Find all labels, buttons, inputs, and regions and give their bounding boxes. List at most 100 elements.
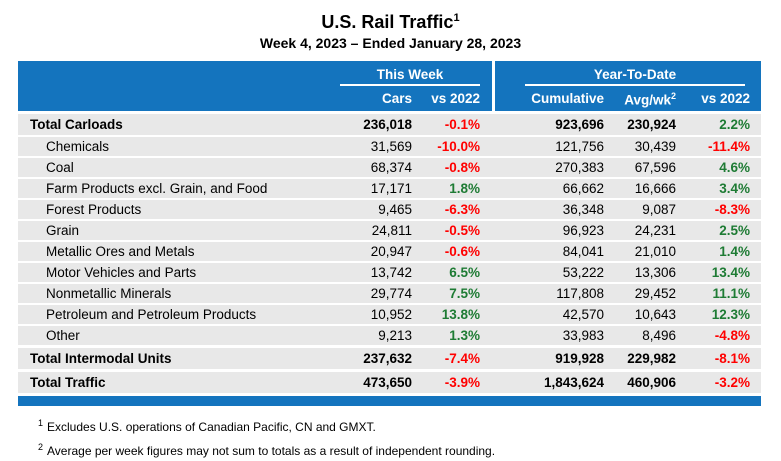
table-body: Total Carloads 236,018 -0.1% 923,696 230,924… <box>18 114 761 393</box>
avg-per-week-value: 29,452 <box>634 286 676 301</box>
column-header-ytd-vs-2022: vs 2022 <box>701 91 750 106</box>
cumulative-value: 919,928 <box>555 351 604 366</box>
cars-value: 24,811 <box>371 223 412 238</box>
row-label: Total Intermodal Units <box>30 351 172 366</box>
ytd-vs-2022-value: -4.8% <box>714 328 750 343</box>
avg-per-week-value: 10,643 <box>634 307 676 322</box>
row-label: Forest Products <box>46 202 142 217</box>
page-title-text: U.S. Rail Traffic <box>321 12 454 32</box>
cumulative-value: 270,383 <box>555 160 604 175</box>
footnotes: 1 Excludes U.S. operations of Canadian Pa… <box>38 413 781 461</box>
cumulative-value: 84,041 <box>562 244 604 259</box>
column-group-year-to-date: Year-To-Date <box>525 61 745 86</box>
cumulative-value: 42,570 <box>562 307 604 322</box>
cumulative-value: 117,808 <box>556 286 604 301</box>
title-block: U.S. Rail Traffic1 Week 4, 2023 – Ended … <box>0 0 781 52</box>
ytd-vs-2022-value: 2.2% <box>719 117 750 132</box>
row-label: Farm Products excl. Grain, and Food <box>46 181 268 196</box>
cars-value: 17,171 <box>370 181 412 196</box>
row-label: Total Carloads <box>30 117 123 132</box>
ytd-vs-2022-value: 1.4% <box>719 244 750 259</box>
cumulative-value: 36,348 <box>562 202 604 217</box>
cumulative-value: 96,923 <box>562 223 604 238</box>
row-label: Coal <box>46 160 74 175</box>
row-label: Other <box>46 328 80 343</box>
week-vs-2022-value: 13.8% <box>441 307 480 322</box>
footnote-2-marker: 2 <box>38 442 44 452</box>
week-vs-2022-value: -7.4% <box>444 351 480 366</box>
column-header-cars: Cars <box>381 91 412 106</box>
cars-value: 29,774 <box>370 286 412 301</box>
week-vs-2022-value: -0.1% <box>444 117 480 132</box>
table-row: Total Traffic 473,650 -3.9% 1,843,624 460,90… <box>18 372 761 393</box>
rail-traffic-table: This Week Year-To-Date Cars vs 2022 Cumu… <box>18 61 761 406</box>
column-header-cumulative: Cumulative <box>531 91 604 106</box>
week-vs-2022-value: 1.8% <box>449 181 480 196</box>
ytd-vs-2022-value: -3.2% <box>714 375 750 390</box>
ytd-vs-2022-value: 2.5% <box>719 223 750 238</box>
table-row: Total Carloads 236,018 -0.1% 923,696 230,924… <box>18 114 761 135</box>
footnote-1-text: Excludes U.S. operations of Canadian Pac… <box>47 420 376 434</box>
week-vs-2022-value: 6.5% <box>449 265 480 280</box>
table-row: Total Intermodal Units 237,632 -7.4% 919,92… <box>18 348 761 369</box>
row-label: Nonmetallic Minerals <box>46 286 172 301</box>
table-header: This Week Year-To-Date Cars vs 2022 Cumu… <box>18 61 761 111</box>
ytd-vs-2022-value: 4.6% <box>719 160 750 175</box>
ytd-vs-2022-value: -8.1% <box>714 351 750 366</box>
page-title: U.S. Rail Traffic1 <box>0 7 781 33</box>
avg-per-week-footnote-marker: 2 <box>670 91 676 101</box>
avg-per-week-value: 9,087 <box>642 202 676 217</box>
cumulative-value: 923,696 <box>555 117 604 132</box>
avg-per-week-value: 229,982 <box>627 351 676 366</box>
avg-per-week-value: 30,439 <box>634 139 676 154</box>
avg-per-week-value: 230,924 <box>627 117 676 132</box>
header-group-divider <box>492 61 495 111</box>
table-row: Coal 68,374 -0.8% 270,383 67,596 4.6% <box>18 158 761 177</box>
cars-value: 13,742 <box>370 265 412 280</box>
row-label: Grain <box>46 223 80 238</box>
cars-value: 473,650 <box>363 375 412 390</box>
cars-value: 10,952 <box>370 307 412 322</box>
avg-per-week-value: 13,306 <box>634 265 676 280</box>
footnote-1: 1 Excludes U.S. operations of Canadian Pa… <box>38 413 781 437</box>
cumulative-value: 121,756 <box>555 139 604 154</box>
cars-value: 9,465 <box>378 202 412 217</box>
week-vs-2022-value: -10.0% <box>437 139 480 154</box>
avg-per-week-value: 24,231 <box>634 223 676 238</box>
footnote-2-text: Average per week figures may not sum to … <box>47 444 496 458</box>
week-vs-2022-value: -6.3% <box>444 202 480 217</box>
footnote-2: 2 Average per week figures may not sum to… <box>38 437 781 461</box>
table-row: Petroleum and Petroleum Products 10,952 13… <box>18 305 761 324</box>
table-row: Forest Products 9,465 -6.3% 36,348 9,087 -8.3… <box>18 200 761 219</box>
avg-per-week-value: 8,496 <box>642 328 676 343</box>
table-row: Metallic Ores and Metals 20,947 -0.6% 84,04… <box>18 242 761 261</box>
cars-value: 236,018 <box>363 117 412 132</box>
column-header-avg-per-week: Avg/wk2 <box>604 86 676 111</box>
cumulative-value: 66,662 <box>562 181 604 196</box>
cars-value: 20,947 <box>370 244 412 259</box>
week-vs-2022-value: 7.5% <box>449 286 480 301</box>
cumulative-value: 1,843,624 <box>543 375 604 390</box>
week-vs-2022-value: 1.3% <box>449 328 480 343</box>
row-label: Metallic Ores and Metals <box>46 244 195 259</box>
avg-per-week-label: Avg/wk <box>624 92 671 108</box>
ytd-vs-2022-value: 13.4% <box>711 265 750 280</box>
row-label: Motor Vehicles and Parts <box>46 265 197 280</box>
cars-value: 237,632 <box>363 351 412 366</box>
ytd-vs-2022-value: 3.4% <box>719 181 750 196</box>
table-row: Nonmetallic Minerals 29,774 7.5% 117,808 29,… <box>18 284 761 303</box>
title-footnote-marker: 1 <box>453 12 460 24</box>
avg-per-week-value: 67,596 <box>634 160 676 175</box>
table-row: Grain 24,811 -0.5% 96,923 24,231 2.5% <box>18 221 761 240</box>
week-vs-2022-value: -3.9% <box>444 375 480 390</box>
group-label-this-week: This Week <box>376 67 444 82</box>
table-footer-bar <box>18 396 761 406</box>
column-header-week-vs-2022: vs 2022 <box>431 91 480 106</box>
table-row: Farm Products excl. Grain, and Food 17,17… <box>18 179 761 198</box>
avg-per-week-value: 460,906 <box>627 375 676 390</box>
cars-value: 31,569 <box>370 139 412 154</box>
report-subtitle: Week 4, 2023 – Ended January 28, 2023 <box>259 35 522 51</box>
avg-per-week-value: 21,010 <box>634 244 676 259</box>
ytd-vs-2022-value: 12.3% <box>711 307 750 322</box>
